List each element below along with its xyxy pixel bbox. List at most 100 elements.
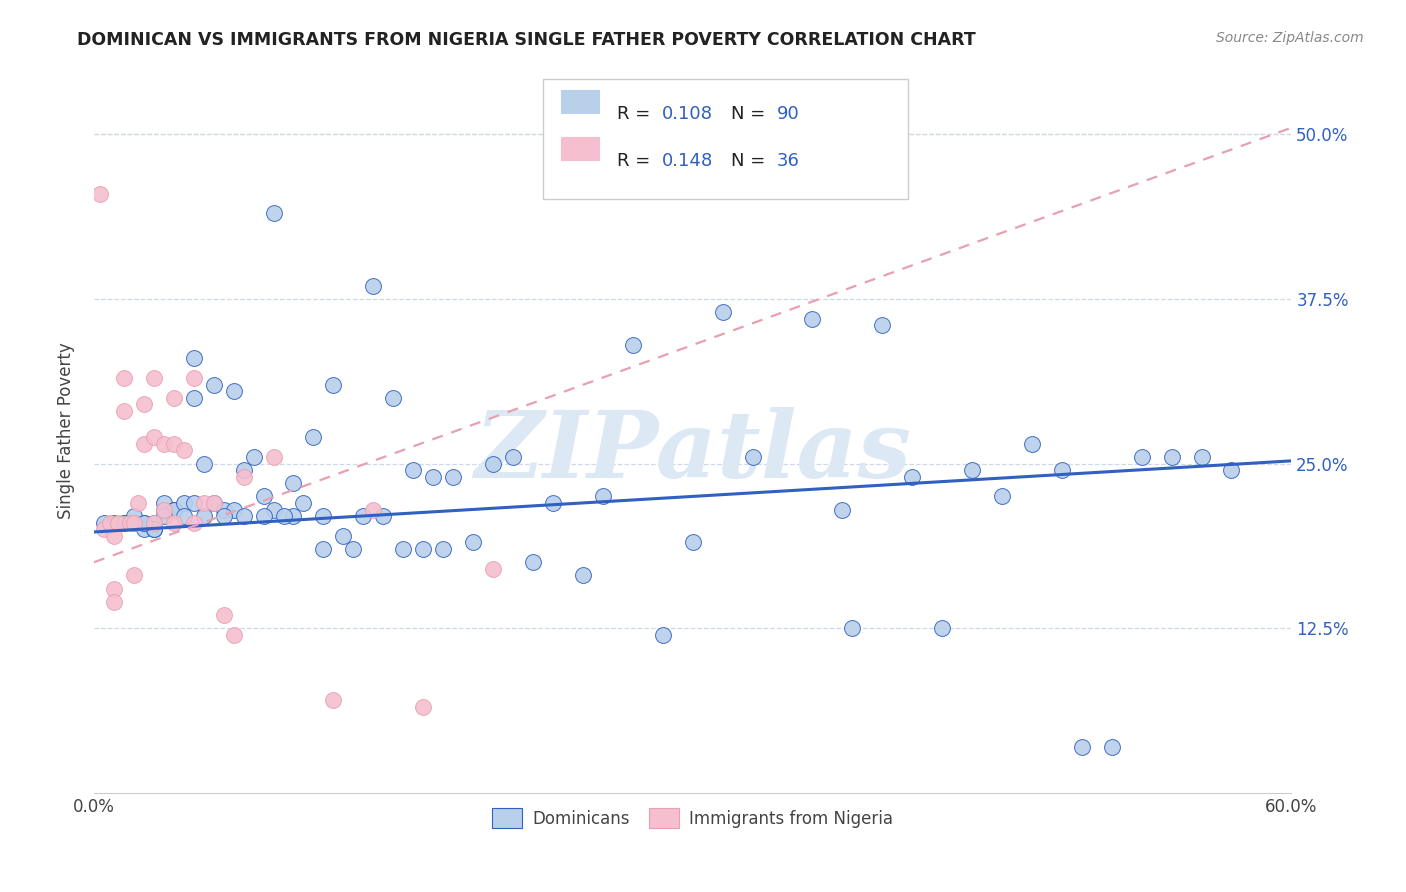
Point	[402, 463, 425, 477]
Point	[103, 595, 125, 609]
Point	[991, 490, 1014, 504]
Point	[212, 502, 235, 516]
Point	[302, 430, 325, 444]
Text: N =: N =	[731, 153, 770, 170]
Point	[741, 450, 763, 464]
Point	[212, 509, 235, 524]
Point	[183, 371, 205, 385]
Point	[332, 529, 354, 543]
Point	[960, 463, 983, 477]
Point	[870, 318, 893, 333]
Point	[112, 371, 135, 385]
Point	[163, 502, 186, 516]
Point	[352, 509, 374, 524]
FancyBboxPatch shape	[543, 79, 908, 199]
Point	[392, 542, 415, 557]
Point	[112, 404, 135, 418]
Legend: Dominicans, Immigrants from Nigeria: Dominicans, Immigrants from Nigeria	[485, 801, 900, 835]
Point	[163, 436, 186, 450]
Point	[118, 516, 141, 530]
Point	[711, 305, 734, 319]
Point	[1050, 463, 1073, 477]
Point	[1101, 739, 1123, 754]
Point	[132, 436, 155, 450]
Point	[142, 430, 165, 444]
Point	[232, 509, 254, 524]
Point	[183, 391, 205, 405]
Point	[93, 516, 115, 530]
Point	[363, 278, 385, 293]
Point	[193, 457, 215, 471]
Point	[193, 496, 215, 510]
Point	[222, 502, 245, 516]
Point	[263, 206, 285, 220]
Point	[93, 522, 115, 536]
FancyBboxPatch shape	[561, 137, 599, 161]
Point	[831, 502, 853, 516]
Point	[152, 509, 174, 524]
Point	[412, 542, 434, 557]
Point	[572, 568, 595, 582]
Point	[283, 476, 305, 491]
Point	[232, 463, 254, 477]
Point	[801, 311, 824, 326]
Point	[152, 502, 174, 516]
Text: 0.148: 0.148	[661, 153, 713, 170]
Point	[122, 516, 145, 530]
Point	[132, 522, 155, 536]
Point	[173, 443, 195, 458]
Point	[152, 496, 174, 510]
Point	[441, 469, 464, 483]
Point	[122, 568, 145, 582]
Point	[651, 628, 673, 642]
Point	[621, 338, 644, 352]
Point	[142, 371, 165, 385]
Point	[132, 516, 155, 530]
Point	[107, 516, 129, 530]
Point	[122, 516, 145, 530]
Point	[183, 516, 205, 530]
Point	[193, 509, 215, 524]
Point	[1160, 450, 1182, 464]
Text: 0.108: 0.108	[661, 105, 713, 123]
Point	[142, 516, 165, 530]
Point	[901, 469, 924, 483]
Point	[382, 391, 405, 405]
Point	[312, 509, 335, 524]
Point	[183, 496, 205, 510]
Point	[263, 450, 285, 464]
Point	[142, 522, 165, 536]
Point	[132, 397, 155, 411]
Point	[103, 582, 125, 596]
Point	[841, 621, 863, 635]
Point	[89, 186, 111, 201]
Point	[292, 496, 315, 510]
Point	[112, 516, 135, 530]
Text: 90: 90	[776, 105, 799, 123]
Point	[142, 516, 165, 530]
Point	[202, 496, 225, 510]
Point	[222, 628, 245, 642]
Point	[163, 502, 186, 516]
Point	[373, 509, 395, 524]
Point	[1070, 739, 1092, 754]
Point	[232, 469, 254, 483]
Point	[122, 516, 145, 530]
Point	[522, 555, 544, 569]
Point	[112, 516, 135, 530]
Point	[132, 516, 155, 530]
Point	[322, 693, 344, 707]
Point	[482, 457, 505, 471]
Text: ZIPatlas: ZIPatlas	[474, 408, 911, 498]
Point	[482, 562, 505, 576]
Point	[422, 469, 444, 483]
Point	[152, 502, 174, 516]
Point	[263, 502, 285, 516]
Point	[363, 502, 385, 516]
Point	[122, 516, 145, 530]
Point	[931, 621, 953, 635]
Point	[273, 509, 295, 524]
Point	[212, 607, 235, 622]
Point	[183, 351, 205, 366]
Y-axis label: Single Father Poverty: Single Father Poverty	[58, 343, 75, 519]
